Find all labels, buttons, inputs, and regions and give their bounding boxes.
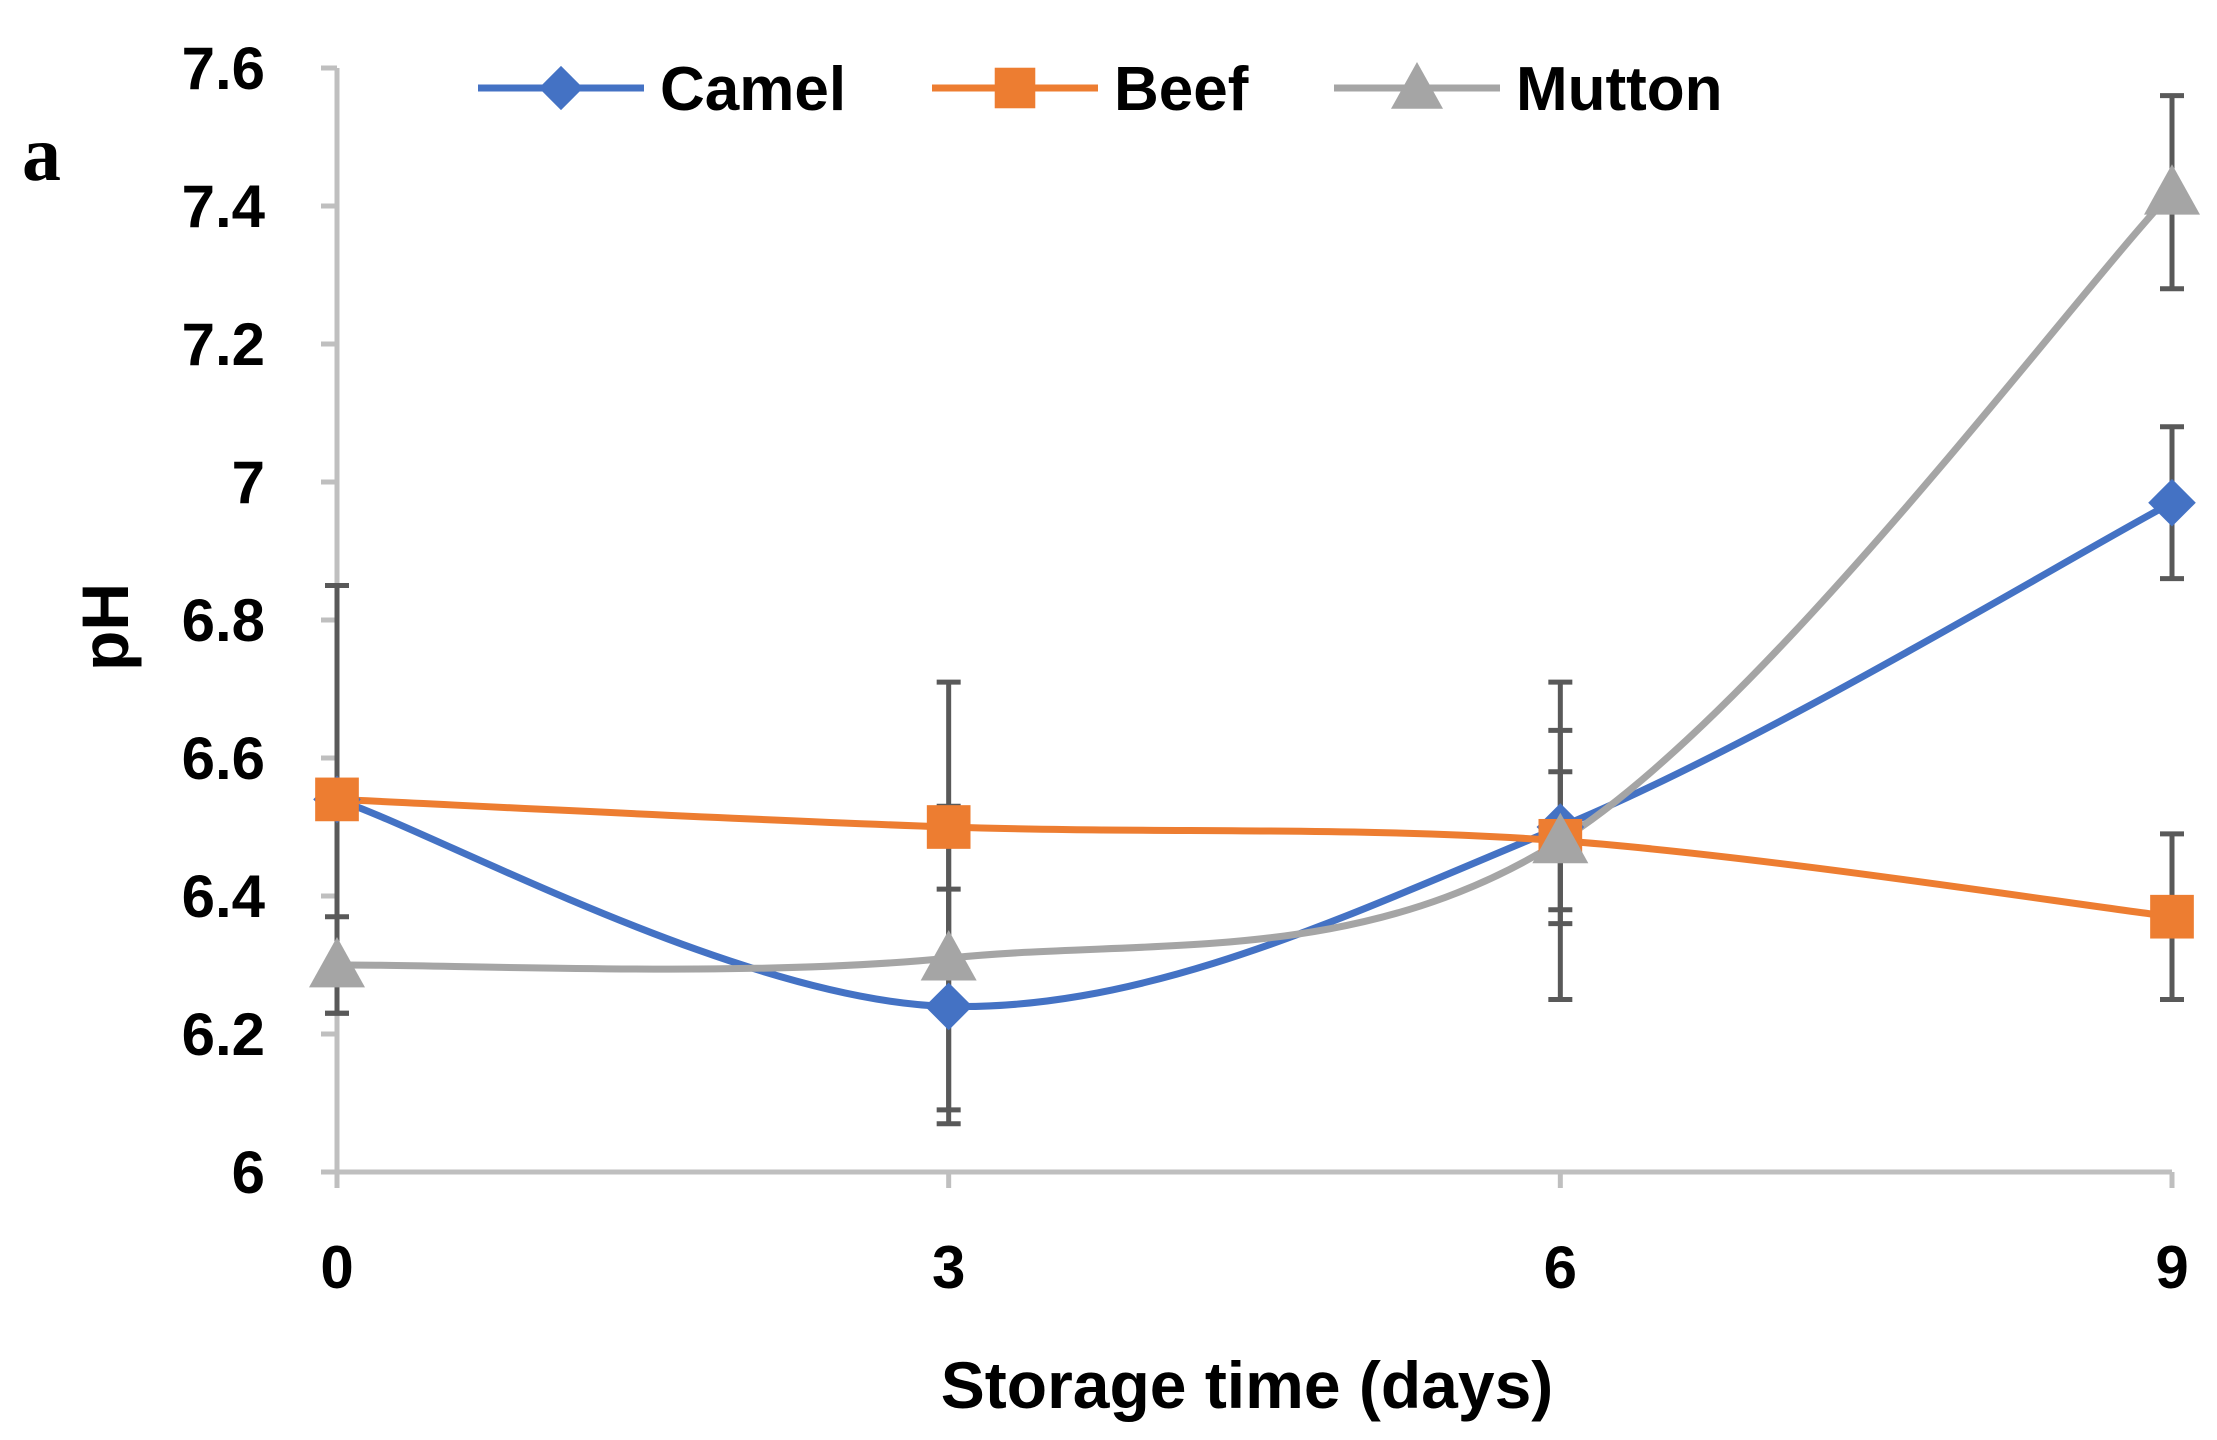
marker-mutton: [1532, 812, 1589, 864]
legend-marker-camel: [538, 65, 584, 111]
marker-beef: [315, 777, 359, 822]
panel-label: a: [22, 110, 61, 197]
y-tick-label: 6.8: [182, 587, 265, 654]
marker-mutton: [920, 930, 977, 981]
axes: 6 6.2 6.4 6.6 6.8 7 7.2 7.4 7.6 0 3 6 9: [182, 35, 2189, 1301]
legend-label-camel: Camel: [660, 55, 846, 124]
series-line-camel: [333, 499, 2176, 1010]
y-tick-label: 6.4: [182, 863, 266, 930]
y-axis-title: pH: [68, 583, 142, 671]
marker-camel: [924, 982, 973, 1031]
marker-beef: [926, 805, 971, 849]
marker-camel: [2148, 478, 2196, 527]
legend-label-mutton: Mutton: [1516, 55, 1723, 124]
y-tick-label: 7.6: [182, 35, 265, 102]
y-tick-label: 6: [232, 1139, 265, 1206]
legend-marker-mutton: [1391, 62, 1443, 109]
x-tick-label: 3: [932, 1234, 965, 1301]
legend: Camel Beef Mutton: [478, 55, 1723, 124]
y-tick-label: 6.6: [182, 725, 265, 792]
series-lines: [333, 188, 2176, 1010]
legend-marker-beef: [994, 67, 1036, 109]
y-tick-label: 6.2: [182, 1001, 265, 1068]
series-line-mutton: [333, 188, 2176, 973]
legend-label-beef: Beef: [1114, 55, 1249, 124]
x-axis-title: Storage time (days): [941, 1348, 1554, 1422]
y-tick-label: 7.4: [182, 173, 266, 240]
marker-mutton: [2144, 164, 2200, 215]
y-tick-label: 7: [232, 449, 265, 516]
markers: [309, 164, 2200, 1031]
y-tick-label: 7.2: [182, 311, 265, 378]
x-tick-label: 9: [2155, 1234, 2188, 1301]
series-line-beef: [333, 795, 2176, 921]
x-tick-label: 0: [320, 1234, 353, 1301]
marker-beef: [2150, 894, 2194, 939]
x-tick-label: 6: [1544, 1234, 1577, 1301]
marker-mutton: [309, 937, 365, 988]
